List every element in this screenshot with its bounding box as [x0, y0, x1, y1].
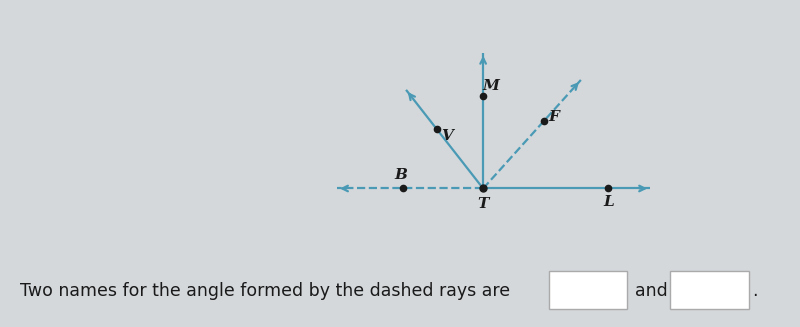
Text: T: T — [478, 197, 489, 211]
Text: .: . — [752, 282, 758, 300]
Text: M: M — [482, 79, 499, 93]
Text: and: and — [635, 282, 668, 300]
Text: L: L — [603, 195, 614, 209]
Text: Two names for the angle formed by the dashed rays are: Two names for the angle formed by the da… — [20, 282, 510, 300]
Text: B: B — [394, 168, 407, 182]
Text: F: F — [549, 110, 559, 124]
Text: V: V — [442, 129, 454, 143]
